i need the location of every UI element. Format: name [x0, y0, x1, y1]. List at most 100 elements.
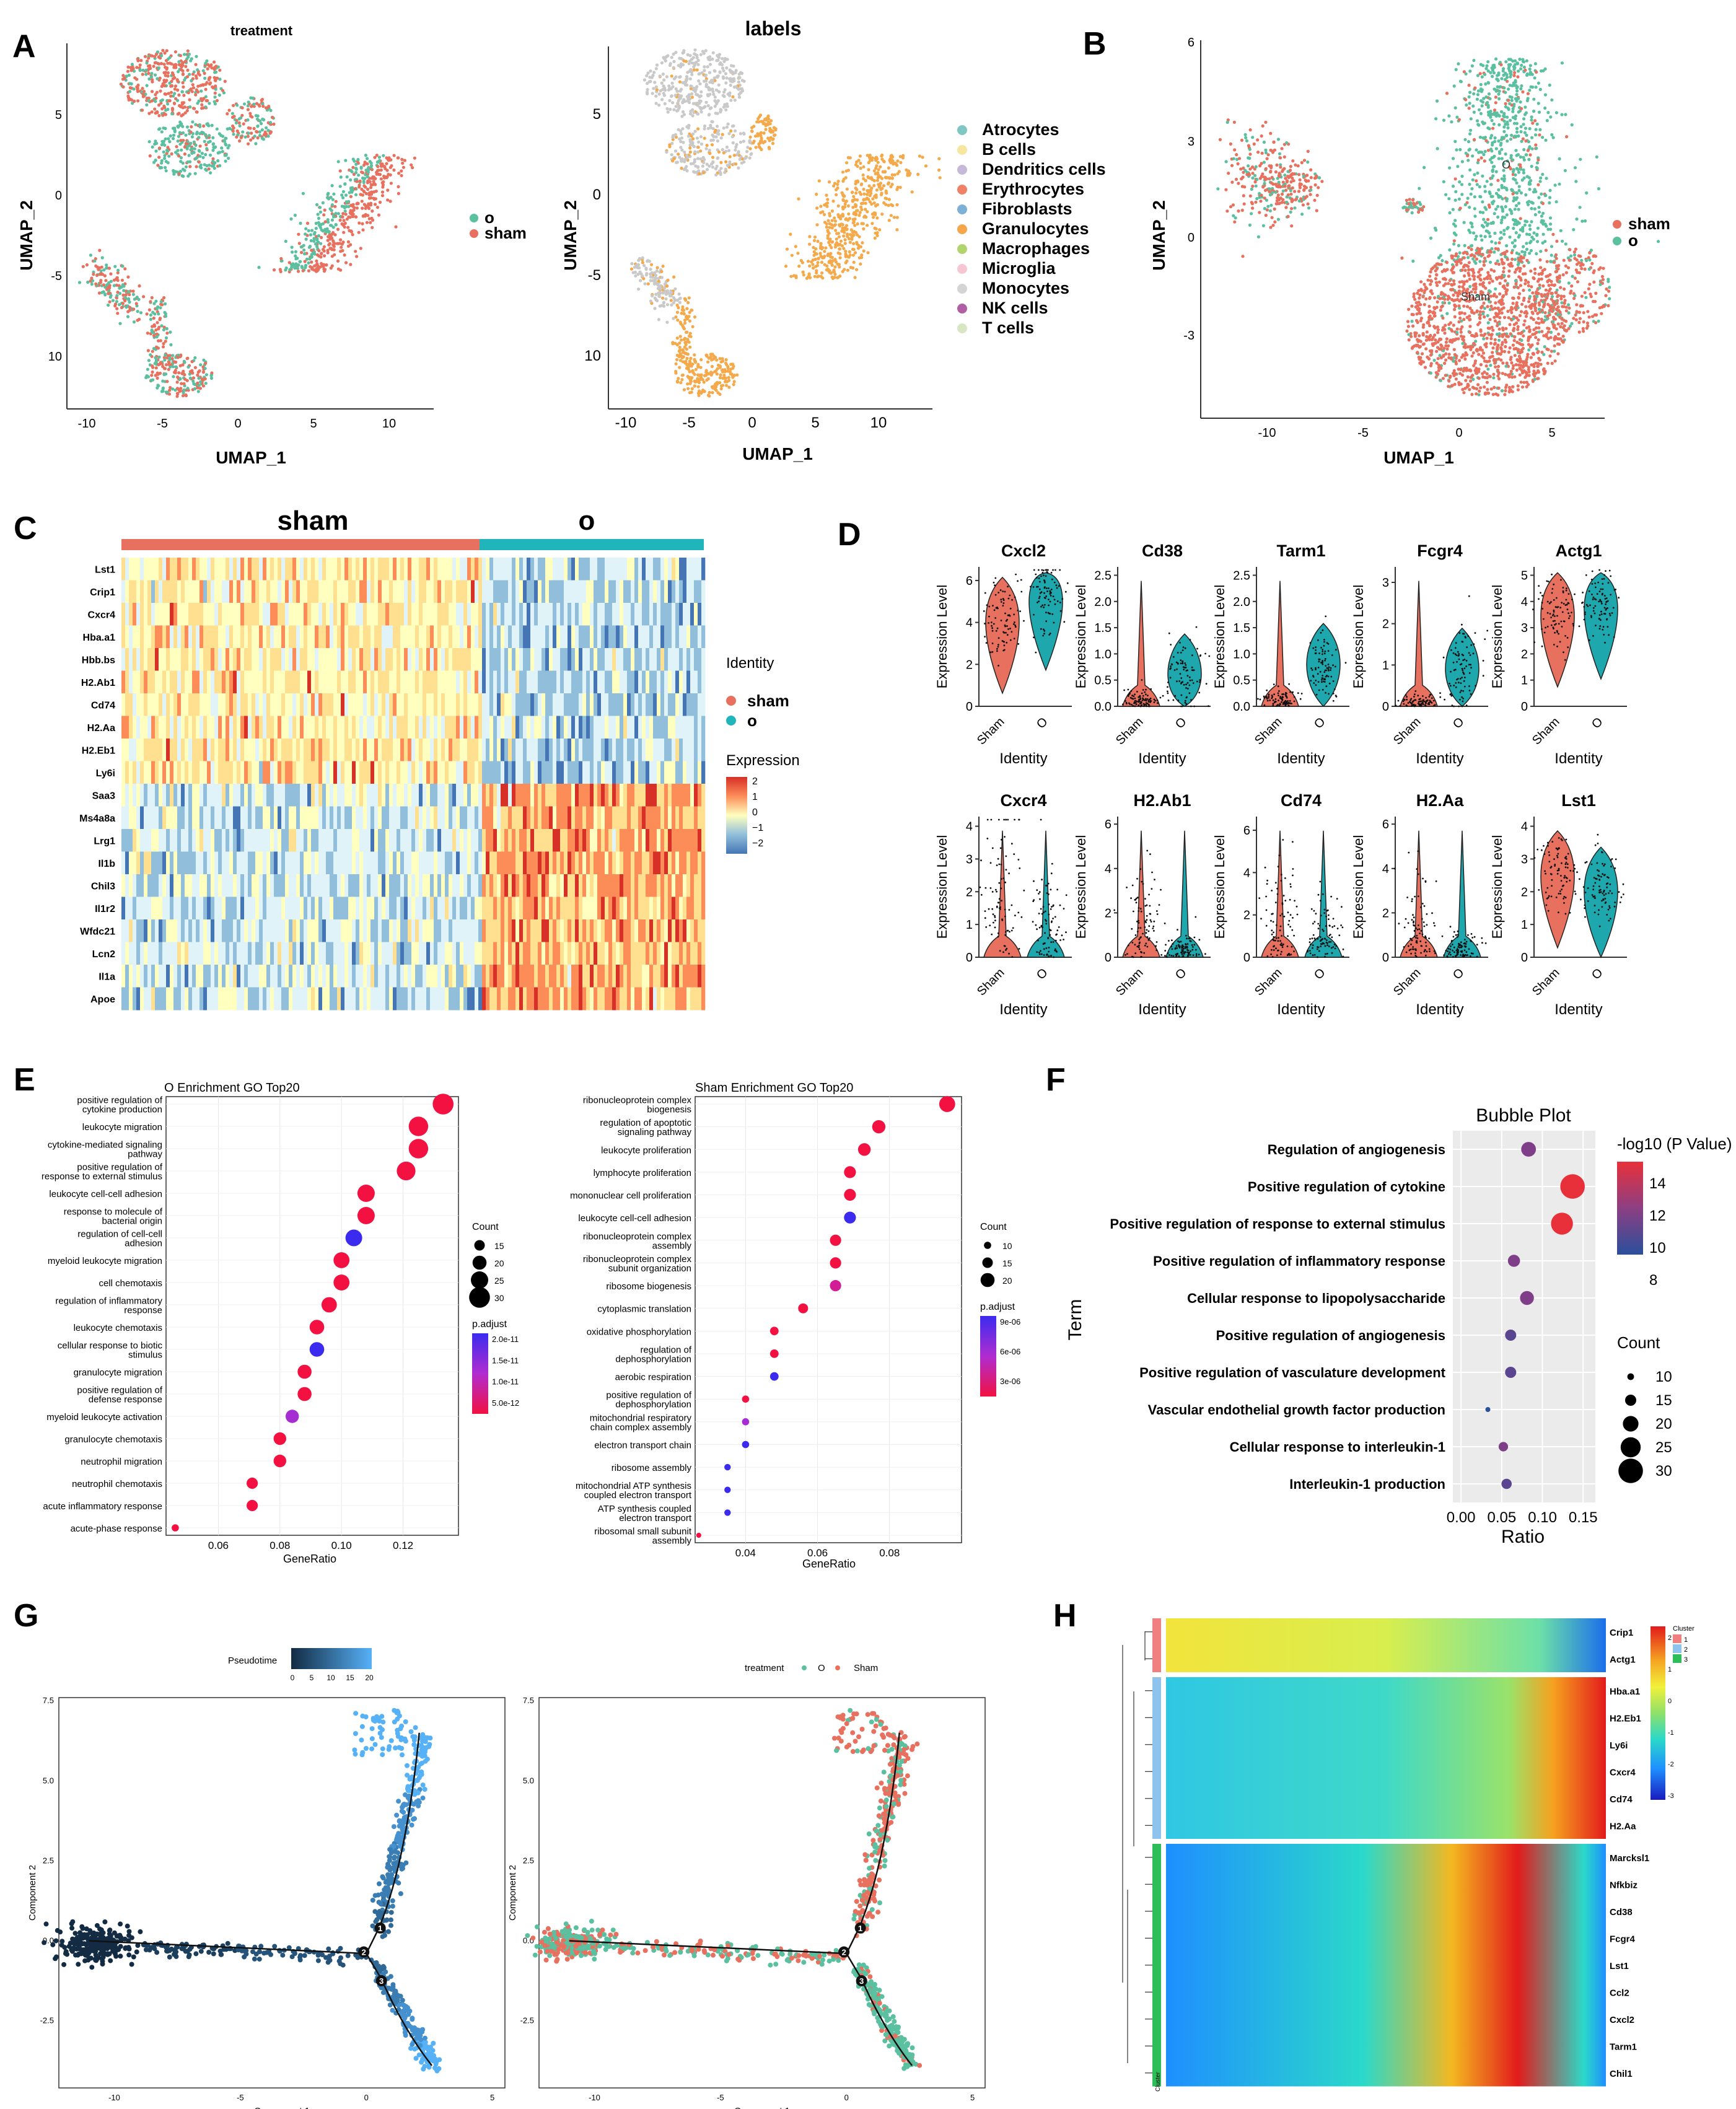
cell-point	[841, 227, 844, 231]
cell-point	[392, 154, 396, 157]
cell-point	[712, 134, 716, 138]
cell-point	[703, 390, 706, 393]
cell-point	[318, 206, 322, 209]
cell-point	[836, 186, 840, 190]
cell-point	[369, 201, 373, 205]
cell-point	[1454, 233, 1458, 237]
cell-point	[129, 66, 133, 69]
cell-point	[861, 173, 865, 177]
cell-point	[891, 155, 895, 159]
cell-point	[1480, 156, 1483, 160]
cell-point	[1471, 274, 1475, 278]
cell-point	[170, 84, 173, 87]
cell-point	[843, 268, 846, 271]
cell-point	[1419, 280, 1423, 284]
cell-point	[691, 114, 695, 118]
cell-point	[154, 356, 157, 359]
cell-point	[1468, 69, 1472, 73]
cell-point	[294, 250, 298, 253]
cell-point	[687, 62, 691, 66]
cell-point	[1457, 320, 1461, 324]
x-tick-label: 10	[382, 417, 396, 431]
cell-point	[1488, 234, 1492, 239]
cell-point	[830, 226, 834, 230]
cell-point	[665, 303, 669, 307]
cell-point	[875, 156, 879, 160]
cell-point	[848, 253, 852, 257]
cell-point	[1483, 256, 1487, 260]
cell-point	[1468, 230, 1472, 234]
cell-point	[674, 51, 678, 55]
cell-point	[307, 261, 310, 265]
cell-point	[188, 376, 192, 380]
cell-point	[665, 284, 669, 288]
cell-point	[731, 95, 735, 99]
cell-point	[846, 156, 850, 160]
legend-label: Fibroblasts	[982, 200, 1072, 218]
cell-point	[1517, 252, 1521, 256]
cell-point	[358, 179, 362, 183]
cell-point	[195, 55, 198, 58]
cell-point	[300, 250, 304, 255]
cell-point	[674, 87, 678, 90]
cell-point	[171, 365, 175, 369]
cell-point	[828, 239, 831, 243]
cell-point	[855, 268, 859, 271]
cell-point	[734, 162, 738, 166]
cell-point	[719, 387, 723, 391]
cell-point	[740, 87, 743, 90]
cell-point	[1533, 207, 1537, 211]
cell-point	[327, 235, 330, 239]
cell-point	[146, 349, 150, 353]
cell-point	[180, 148, 183, 152]
cell-point	[1528, 145, 1532, 149]
cell-point	[1499, 195, 1502, 199]
cell-point	[167, 92, 170, 95]
cell-point	[173, 370, 177, 374]
cell-point	[674, 135, 678, 139]
cell-point	[690, 387, 694, 391]
cell-point	[184, 59, 188, 63]
cell-point	[1505, 335, 1509, 338]
cell-point	[1442, 118, 1446, 122]
cell-point	[831, 240, 835, 243]
cell-point	[683, 160, 686, 164]
cell-point	[1452, 293, 1455, 297]
cell-point	[1522, 147, 1526, 152]
cell-point	[198, 165, 202, 169]
cell-point	[1506, 226, 1510, 229]
cell-point	[1469, 192, 1473, 196]
cell-point	[764, 123, 768, 127]
cell-point	[255, 117, 260, 121]
cell-point	[1452, 348, 1456, 351]
cell-point	[833, 216, 836, 220]
cell-point	[1512, 74, 1516, 77]
cell-point	[875, 234, 879, 237]
cell-point	[271, 115, 274, 120]
cell-point	[642, 78, 646, 82]
cell-point	[739, 132, 742, 136]
cell-point	[664, 297, 668, 300]
cell-point	[1478, 150, 1482, 154]
cell-point	[819, 254, 823, 258]
cell-point	[151, 325, 154, 328]
cell-point	[1530, 136, 1534, 139]
cell-point	[634, 274, 638, 278]
cell-point	[1530, 164, 1533, 169]
cell-point	[1469, 253, 1473, 257]
cell-point	[693, 150, 697, 154]
cell-point	[269, 108, 273, 112]
cell-point	[796, 252, 800, 255]
cell-point	[1489, 110, 1493, 113]
cell-point	[1561, 239, 1564, 243]
cell-point	[1501, 327, 1505, 330]
cell-point	[156, 321, 159, 325]
cell-point	[172, 375, 175, 379]
cell-point	[1537, 81, 1540, 85]
cell-point	[138, 284, 141, 288]
cell-point	[688, 382, 692, 385]
cell-point	[1463, 250, 1467, 254]
cell-point	[678, 80, 682, 84]
panel-letter-g: G	[14, 1598, 38, 1634]
cell-point	[131, 292, 135, 296]
